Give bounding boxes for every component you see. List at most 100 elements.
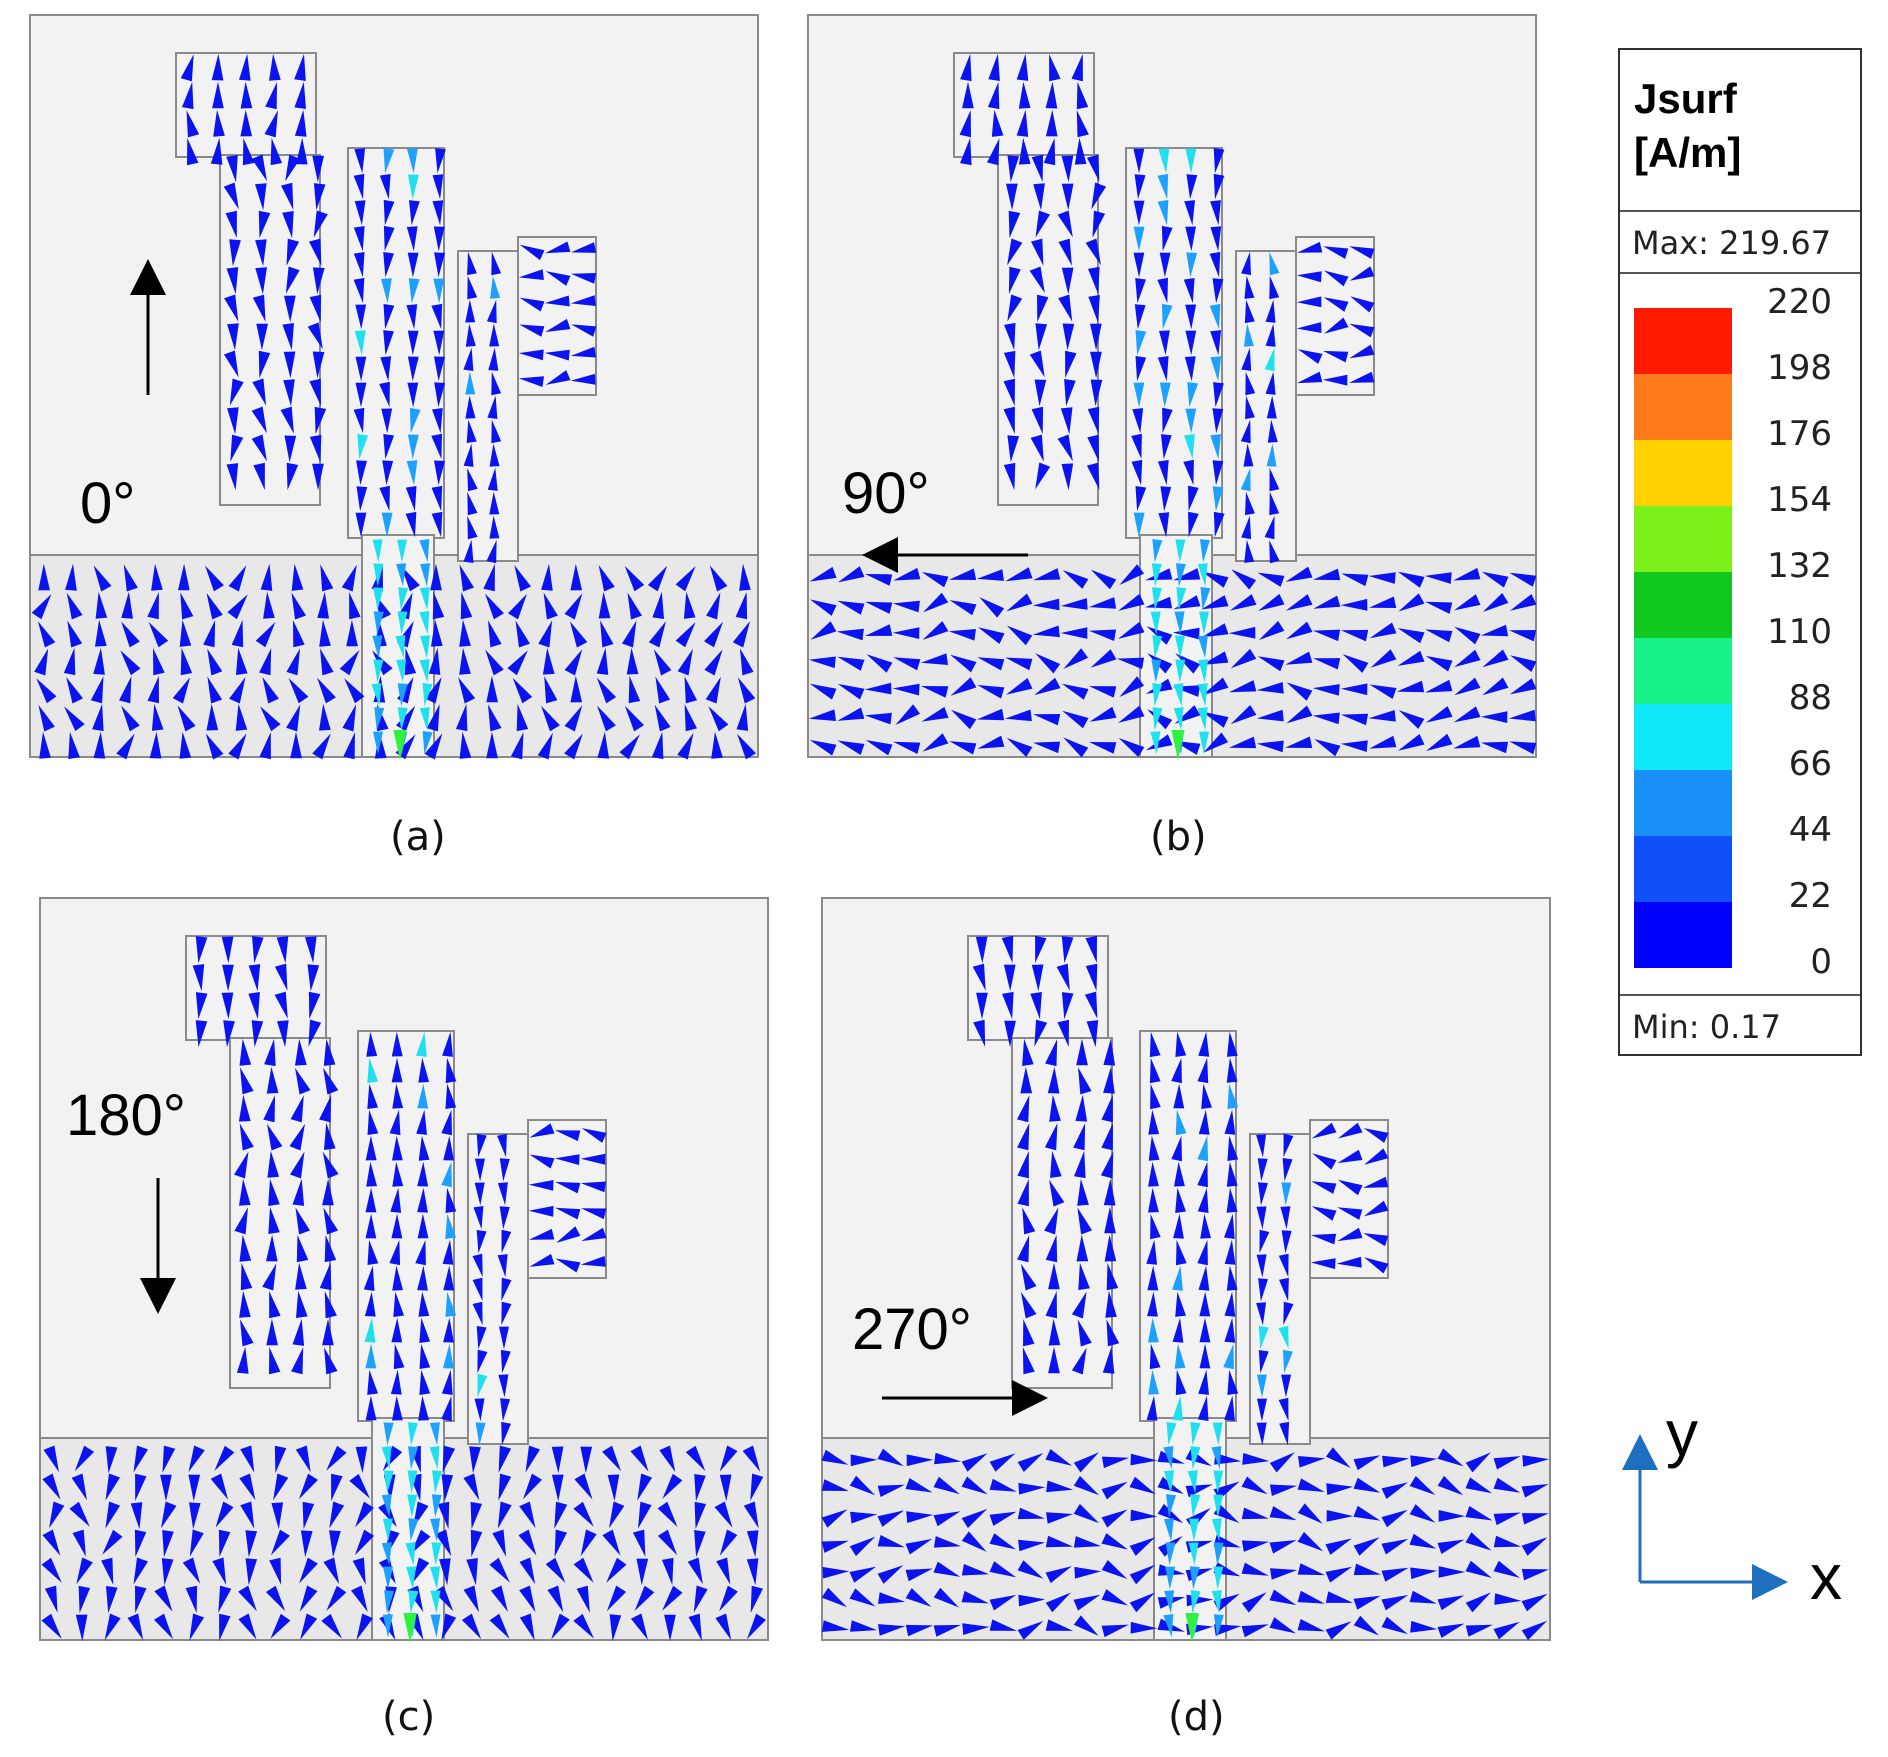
current-arrow (573, 1501, 594, 1527)
current-arrow (1004, 1020, 1016, 1048)
current-arrow (1224, 1317, 1236, 1343)
current-arrow (850, 1620, 878, 1632)
current-arrow (418, 1291, 430, 1317)
current-arrow (95, 591, 108, 619)
current-arrow (441, 1161, 452, 1188)
current-arrow (1135, 330, 1147, 356)
current-arrow (1006, 183, 1018, 211)
current-arrow (324, 1291, 337, 1319)
current-arrow (392, 1083, 404, 1109)
current-arrow (324, 1234, 337, 1263)
current-arrow (500, 1349, 511, 1374)
current-arrow (499, 1326, 509, 1350)
current-arrow (312, 733, 331, 760)
current-arrow (1133, 512, 1145, 538)
current-arrow (877, 1535, 905, 1548)
current-arrow (1240, 467, 1251, 492)
legend-tick-label: 88 (1788, 678, 1832, 718)
current-arrow (654, 704, 671, 732)
current-arrow (105, 1501, 121, 1529)
current-arrow (1088, 629, 1117, 641)
current-arrow (1157, 1503, 1184, 1524)
current-arrow (432, 1470, 442, 1494)
current-arrow (1227, 1135, 1239, 1161)
current-arrow (921, 686, 949, 698)
current-arrow (1211, 1590, 1222, 1614)
current-arrow (172, 677, 191, 704)
current-arrow (343, 732, 355, 760)
current-arrow (1297, 371, 1323, 384)
current-arrow (135, 1473, 147, 1501)
current-arrow (364, 1291, 376, 1317)
current-arrow (1018, 1594, 1046, 1607)
current-arrow (286, 462, 299, 491)
current-arrow (134, 1529, 147, 1557)
current-arrow (239, 1178, 251, 1206)
current-arrow (1101, 1509, 1128, 1528)
current-arrow (398, 587, 409, 611)
current-arrow (1224, 1239, 1236, 1265)
current-arrow (1229, 736, 1257, 749)
current-arrow (477, 1373, 488, 1398)
current-arrow (323, 1067, 339, 1095)
current-arrow (922, 733, 949, 752)
current-arrow (545, 318, 571, 332)
legend-tick-label: 176 (1767, 414, 1832, 454)
current-arrow (528, 1180, 554, 1191)
current-arrow (425, 677, 442, 704)
current-arrow (1453, 735, 1481, 749)
current-arrow (1264, 347, 1275, 372)
current-arrow (1493, 1535, 1522, 1548)
current-arrow (228, 733, 247, 760)
current-arrow (1481, 571, 1509, 588)
patch-segment (1011, 1037, 1113, 1389)
current-arrow (264, 110, 278, 138)
current-arrow (259, 648, 272, 676)
current-arrow (1349, 246, 1375, 259)
current-arrow (948, 629, 976, 641)
current-arrow (433, 278, 445, 304)
current-arrow (105, 1446, 118, 1474)
current-arrow (1173, 707, 1184, 731)
current-arrow (684, 704, 697, 732)
current-arrow (1370, 649, 1397, 668)
current-arrow (1341, 629, 1369, 642)
current-arrow (127, 1613, 144, 1641)
current-arrow (1085, 238, 1101, 266)
current-arrow (1381, 1595, 1409, 1611)
current-arrow (439, 1558, 451, 1586)
current-arrow (1073, 1594, 1101, 1611)
current-arrow (407, 356, 419, 382)
current-arrow (274, 1445, 287, 1473)
current-arrow (299, 1585, 318, 1612)
current-arrow (1029, 266, 1045, 294)
current-arrow (248, 992, 260, 1020)
panel-label-c: (c) (382, 1694, 436, 1740)
current-arrow (1337, 1122, 1363, 1139)
current-arrows (41, 936, 766, 1643)
current-arrow (382, 1445, 403, 1472)
current-arrow (1100, 1151, 1114, 1179)
current-arrow (737, 677, 756, 704)
current-arrow (147, 676, 159, 704)
current-arrow (1035, 210, 1050, 238)
current-arrow (1003, 378, 1015, 406)
current-arrow (322, 1318, 334, 1346)
current-arrow (705, 676, 721, 704)
current-arrow (1350, 296, 1375, 313)
current-arrow (1265, 299, 1276, 323)
current-arrow (1086, 154, 1100, 182)
current-arrow (905, 1624, 933, 1637)
current-arrow (179, 731, 192, 759)
current-arrow (490, 1585, 508, 1612)
current-arrow (950, 709, 977, 730)
current-arrow (821, 1509, 848, 1528)
current-arrow (1297, 1503, 1323, 1524)
current-arrow (1076, 1038, 1088, 1066)
current-arrow (1369, 622, 1397, 639)
current-arrow (1278, 1253, 1289, 1278)
current-arrow (1297, 1619, 1325, 1632)
current-arrow (178, 563, 190, 591)
current-arrow (434, 382, 445, 408)
current-arrow (1158, 148, 1170, 174)
